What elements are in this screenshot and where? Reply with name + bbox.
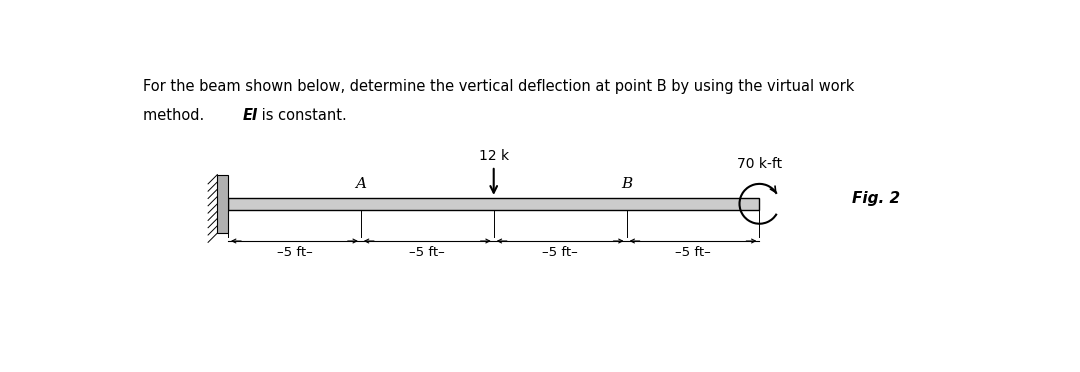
Text: is constant.: is constant. bbox=[257, 108, 347, 123]
Text: Fig. 2: Fig. 2 bbox=[852, 191, 901, 206]
Text: For the beam shown below, determine the vertical deflection at point B by using : For the beam shown below, determine the … bbox=[143, 79, 854, 94]
Text: 70 k-ft: 70 k-ft bbox=[737, 157, 782, 171]
Text: –5 ft–: –5 ft– bbox=[409, 246, 445, 259]
Text: 12 k: 12 k bbox=[478, 149, 509, 163]
Bar bbox=[217, 174, 228, 233]
Text: –5 ft–: –5 ft– bbox=[276, 246, 312, 259]
Text: EI: EI bbox=[243, 108, 258, 123]
Text: A: A bbox=[355, 177, 366, 191]
Text: –5 ft–: –5 ft– bbox=[675, 246, 711, 259]
Text: –5 ft–: –5 ft– bbox=[542, 246, 578, 259]
Bar bbox=[228, 198, 759, 210]
Text: method.: method. bbox=[143, 108, 208, 123]
Text: B: B bbox=[621, 177, 632, 191]
